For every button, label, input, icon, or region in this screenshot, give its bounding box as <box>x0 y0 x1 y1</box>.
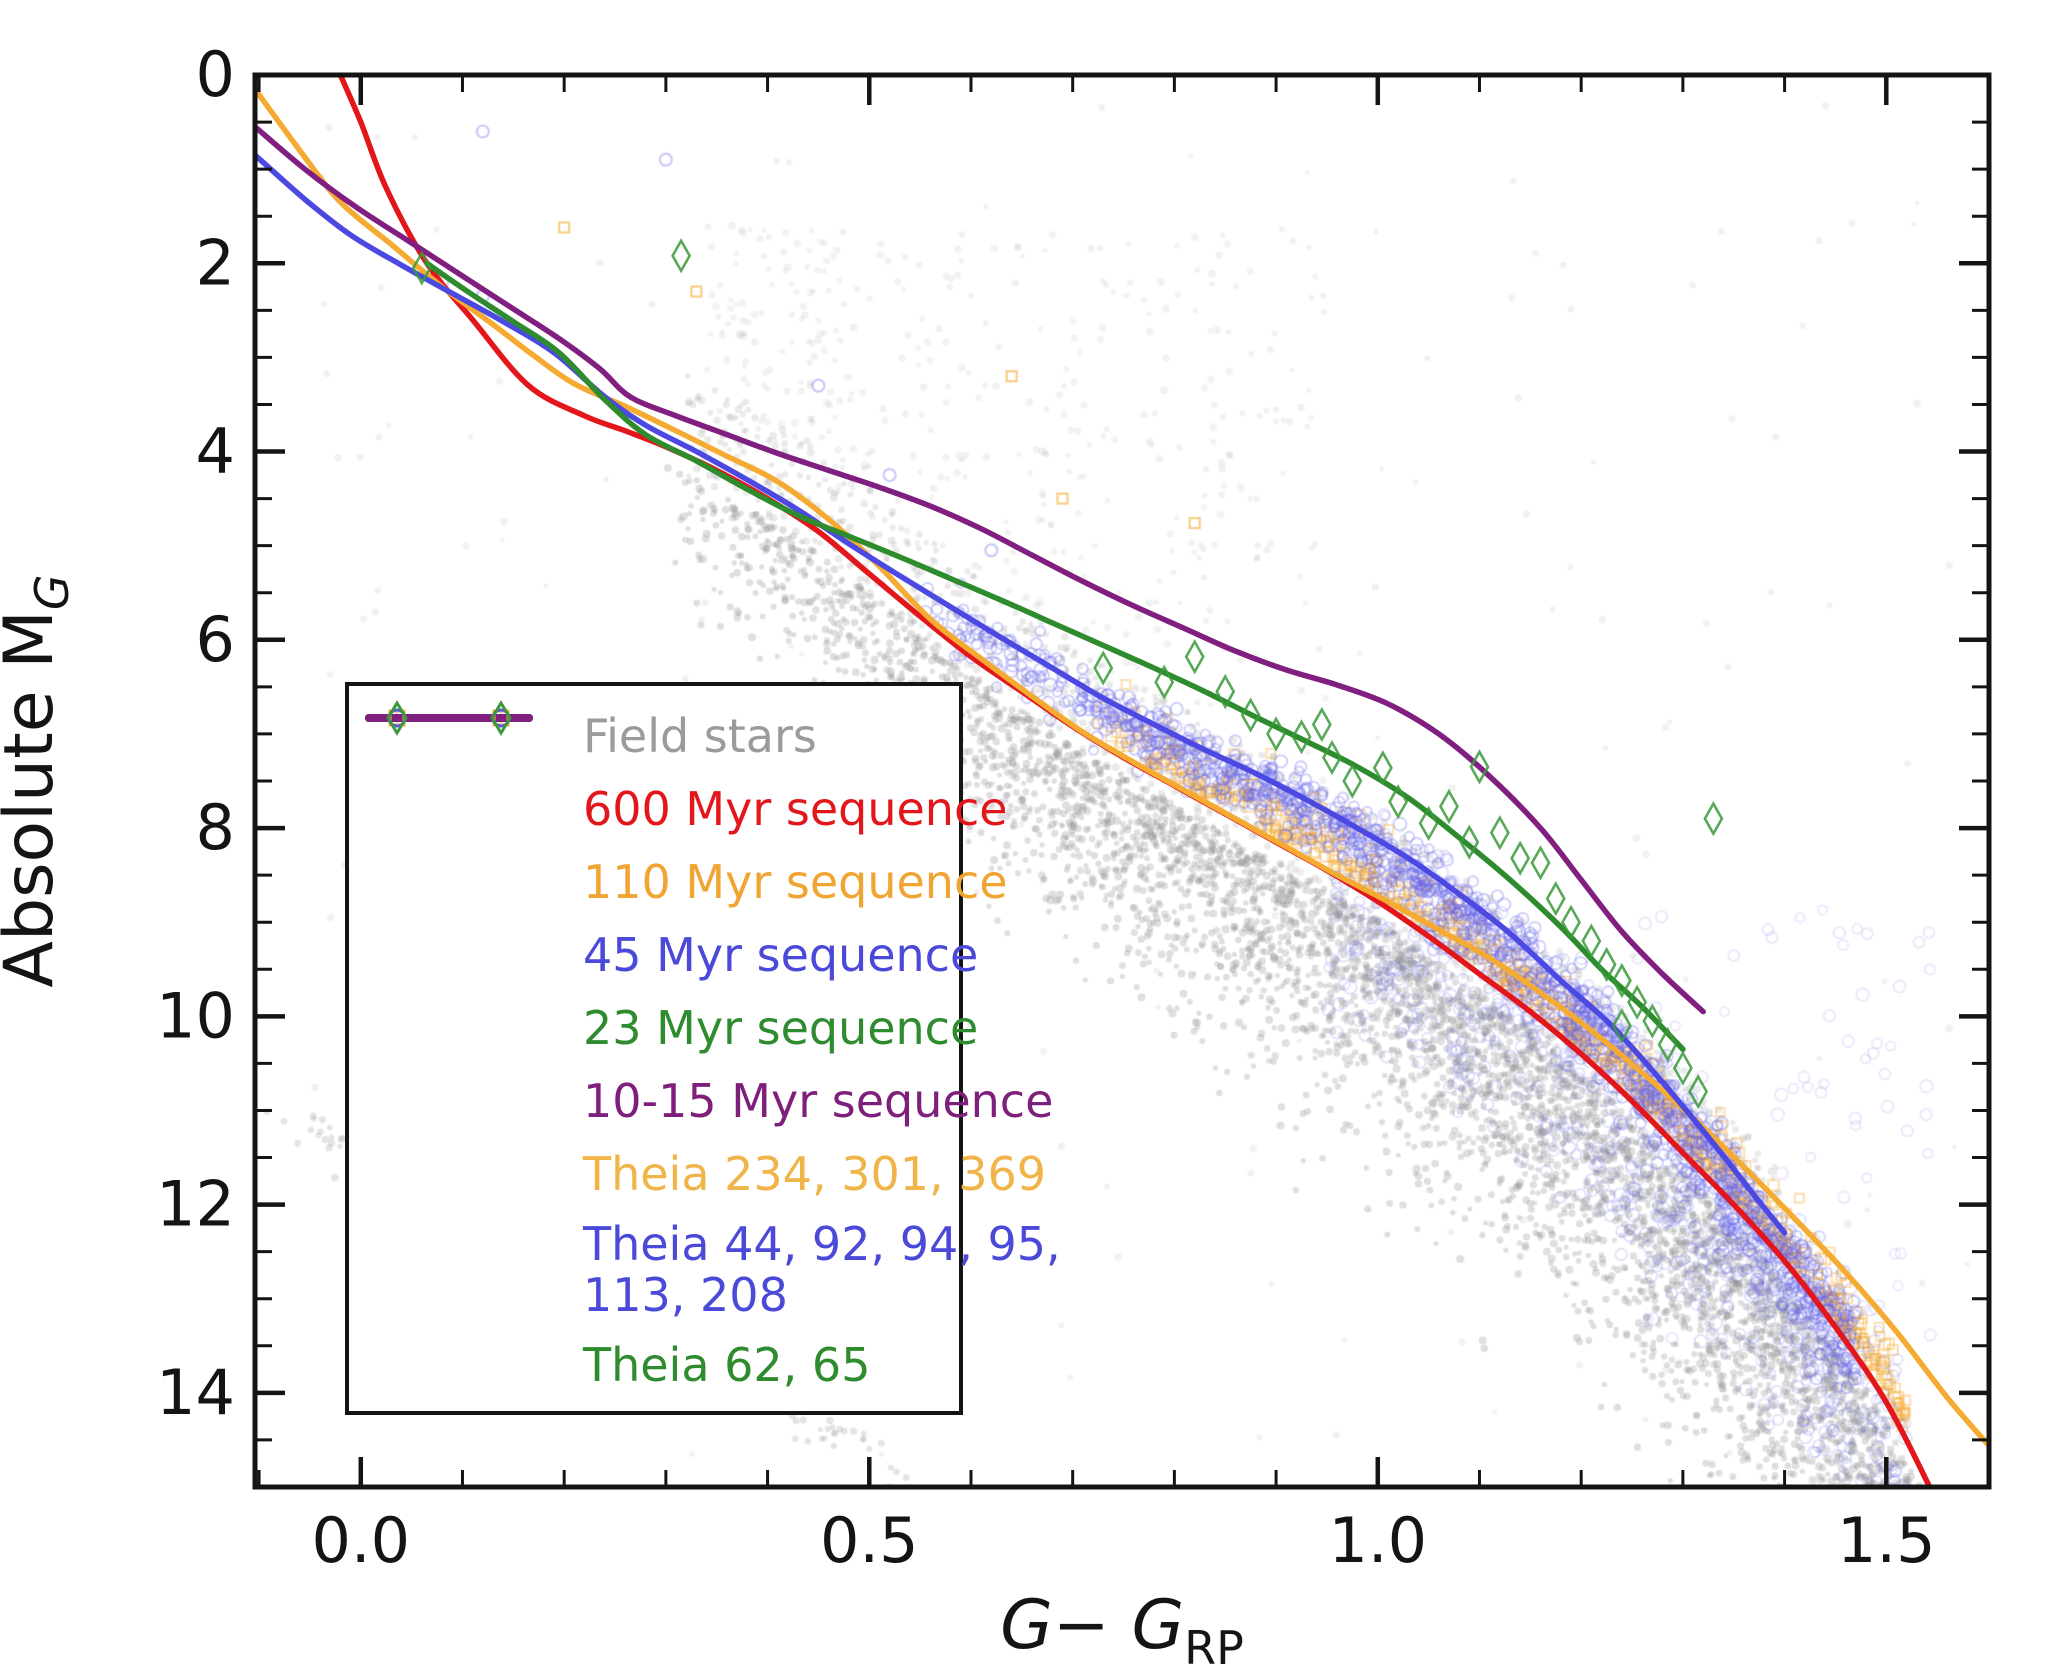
y-tick-label: 10 <box>156 979 235 1052</box>
legend-label-field-stars: Field stars <box>583 709 817 764</box>
legend-label-seq-23: 23 Myr sequence <box>583 1001 979 1056</box>
legend-entry-seq-23: 23 Myr sequence <box>365 714 978 1065</box>
legend-label-theia-orange: Theia 234, 301, 369 <box>583 1147 1047 1202</box>
y-tick-label: 2 <box>196 226 235 299</box>
x-tick-label: 1.0 <box>1328 1504 1427 1577</box>
x-tick-label: 0.0 <box>311 1504 410 1577</box>
plot-frame-and-ticks <box>252 72 1992 1490</box>
legend-entry-seq-600: 600 Myr sequence <box>365 714 1008 846</box>
y-tick-label: 14 <box>156 1356 235 1429</box>
legend-entry-theia-blue: Theia 44, 92, 94, 95, 113, 208 <box>371 708 1061 1329</box>
curve-110-myr-sequence <box>255 86 1989 1448</box>
theia-62-65-diamonds <box>411 238 1724 1110</box>
legend-label-seq-10-15: 10-15 Myr sequence <box>583 1074 1054 1129</box>
x-tick-label: 0.5 <box>820 1504 919 1577</box>
curve-23-myr-sequence <box>424 260 1686 1053</box>
x-tick-label: 1.5 <box>1837 1504 1936 1577</box>
legend-entry-seq-45: 45 Myr sequence <box>365 714 978 992</box>
tick-labels: 0.0 0.5 1.0 1.5 0 2 4 6 8 10 12 14 <box>156 38 1935 1577</box>
x-axis-label: G− GRP <box>1000 1586 1244 1673</box>
legend-label-seq-110: 110 Myr sequence <box>583 855 1008 910</box>
y-tick-label: 6 <box>196 603 235 676</box>
y-tick-label: 0 <box>196 38 235 111</box>
y-axis-label: Absolute MG <box>0 574 79 987</box>
y-tick-label: 4 <box>196 415 235 488</box>
y-tick-label: 8 <box>196 791 235 864</box>
legend-entry-theia-green: Theia 62, 65 <box>371 700 959 1402</box>
legend-entry-theia-orange: Theia 234, 301, 369 <box>371 709 1046 1211</box>
curve-45-myr-sequence <box>255 152 1788 1236</box>
legend-entry-seq-10-15: 10-15 Myr sequence <box>365 714 1053 1138</box>
legend-label-seq-45: 45 Myr sequence <box>583 928 979 983</box>
y-tick-label: 12 <box>156 1168 235 1241</box>
legend-label-theia-green: Theia 62, 65 <box>583 1338 871 1393</box>
legend-label-seq-600: 600 Myr sequence <box>583 782 1008 837</box>
legend-entry-seq-110: 110 Myr sequence <box>365 714 1008 919</box>
curve-10-15-myr-sequence <box>255 124 1706 1015</box>
legend-label-theia-blue: Theia 44, 92, 94, 95, 113, 208 <box>583 1217 1061 1322</box>
legend-box: Field stars 600 Myr sequence 110 Myr seque… <box>345 682 1061 1415</box>
isochrone-curves <box>255 75 1989 1487</box>
